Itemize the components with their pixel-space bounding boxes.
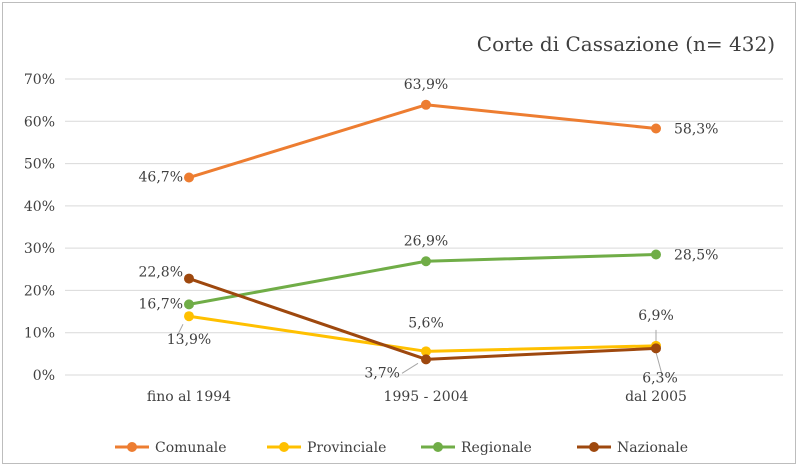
data-label-comunale: 58,3% <box>674 121 718 137</box>
label-leader-line <box>401 362 419 374</box>
data-label-nazionale: 3,7% <box>364 365 400 381</box>
data-label-regionale: 26,9% <box>404 233 448 249</box>
data-point-provinciale <box>184 311 194 322</box>
legend-marker-comunale <box>127 442 137 452</box>
data-label-provinciale: 5,6% <box>408 315 444 331</box>
data-point-comunale <box>651 123 661 134</box>
data-label-comunale: 63,9% <box>404 77 448 93</box>
data-point-nazionale <box>421 354 431 365</box>
legend-marker-regionale <box>433 442 443 452</box>
legend-label-regionale: Regionale <box>461 440 532 456</box>
y-tick-label: 0% <box>33 368 55 384</box>
data-label-regionale: 16,7% <box>139 296 183 312</box>
data-label-comunale: 46,7% <box>139 170 183 186</box>
legend-label-provinciale: Provinciale <box>307 440 386 456</box>
data-point-comunale <box>421 99 431 110</box>
data-label-nazionale: 6,3% <box>642 370 678 386</box>
x-tick-label: fino al 1994 <box>147 389 231 405</box>
legend-marker-provinciale <box>279 442 289 452</box>
legend-marker-nazionale <box>589 442 599 452</box>
data-point-regionale <box>651 249 661 260</box>
chart-title: Corte di Cassazione (n= 432) <box>477 32 775 56</box>
x-tick-label: 1995 - 2004 <box>384 389 469 405</box>
x-tick-label: dal 2005 <box>625 389 687 405</box>
data-point-provinciale <box>421 346 431 357</box>
y-tick-label: 50% <box>24 157 55 173</box>
data-label-nazionale: 22,8% <box>139 265 183 281</box>
label-leader-line <box>176 323 184 337</box>
data-point-regionale <box>421 256 431 267</box>
data-label-regionale: 28,5% <box>674 247 718 263</box>
y-tick-label: 70% <box>24 72 55 88</box>
chart-frame: Corte di Cassazione (n= 432) 0% 10% 20% 30%… <box>2 2 796 464</box>
y-tick-label: 30% <box>24 241 55 257</box>
series-line-comunale <box>187 103 658 180</box>
data-point-nazionale <box>651 343 661 354</box>
data-point-regionale <box>184 299 194 310</box>
y-tick-label: 10% <box>24 326 55 342</box>
data-label-provinciale: 6,9% <box>638 308 674 324</box>
data-label-provinciale: 13,9% <box>167 332 211 348</box>
legend-label-nazionale: Nazionale <box>617 440 688 456</box>
y-tick-label: 40% <box>24 199 55 215</box>
y-tick-label: 20% <box>24 283 55 299</box>
data-point-nazionale <box>184 273 194 284</box>
y-tick-label: 60% <box>24 114 55 130</box>
line-chart: Corte di Cassazione (n= 432) 0% 10% 20% 30%… <box>24 32 783 456</box>
label-leader-line <box>655 352 663 375</box>
legend-label-comunale: Comunale <box>155 440 227 456</box>
data-point-comunale <box>184 172 194 183</box>
